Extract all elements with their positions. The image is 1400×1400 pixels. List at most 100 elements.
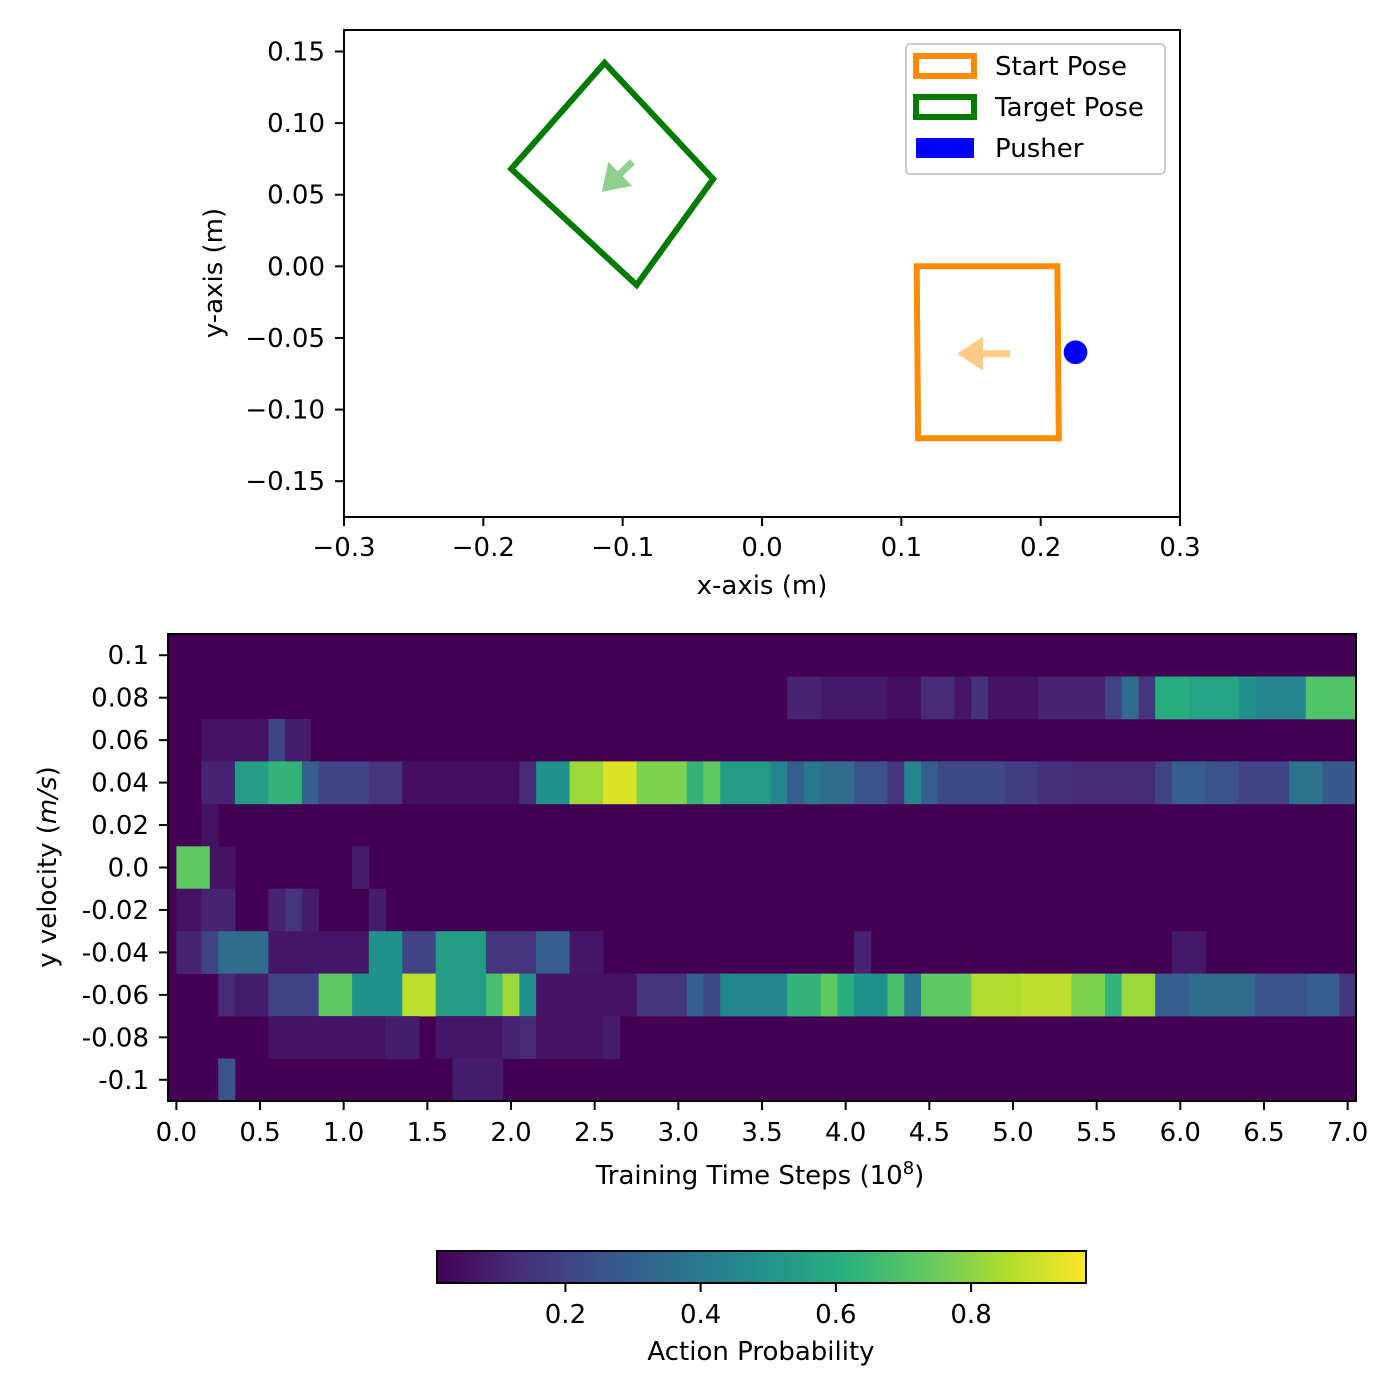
target-pose-outline (507, 58, 718, 290)
heatmap-cell (854, 931, 872, 974)
heatmap-cell (435, 931, 487, 974)
heatmap-cell (485, 973, 504, 1017)
heatmap-cell (770, 761, 788, 805)
pose-x-tick-label: 0.1 (881, 533, 922, 563)
heatmap-cell (402, 973, 437, 1017)
heatmap-cell (787, 761, 805, 805)
pose-x-axis-title: x-axis (m) (697, 571, 828, 601)
heatmap-cell (519, 761, 537, 805)
heatmap-y-axis-title: y velocity (m/s) (33, 766, 63, 967)
legend-swatch-target-pose (913, 94, 977, 120)
heatmap-cell (720, 973, 788, 1017)
heatmap-cell (1255, 676, 1307, 720)
heatmap-cell (435, 973, 487, 1017)
heatmap-cell (285, 888, 303, 932)
heatmap-x-tick-label: 7.0 (1327, 1118, 1368, 1148)
legend-swatch-start-pose (913, 53, 977, 79)
heatmap-cell (536, 1016, 604, 1059)
heatmap-cell (268, 718, 286, 762)
pose-x-tick-label: 0.0 (741, 533, 782, 563)
heatmap-cell (502, 1016, 520, 1059)
heatmap-x-tick-label: 4.5 (909, 1118, 950, 1148)
heatmap-x-tick-label: 1.0 (323, 1118, 364, 1148)
heatmap-x-tick-label: 4.0 (825, 1118, 866, 1148)
heatmap-cell (234, 761, 269, 805)
heatmap-cell (268, 1016, 386, 1059)
heatmap-cell (201, 888, 236, 932)
heatmap-cell (352, 846, 370, 890)
colorbar-tick-label: 0.8 (950, 1300, 991, 1330)
heatmap-y-tick-label: 0.04 (91, 769, 149, 799)
heatmap-cell (1105, 676, 1123, 720)
colorbar-tick-label: 0.6 (815, 1300, 856, 1330)
colorbar-gradient (437, 1251, 1086, 1283)
heatmap-cell (536, 931, 571, 974)
heatmap-x-tick-label: 3.5 (741, 1118, 782, 1148)
heatmap-cell (854, 761, 888, 805)
heatmap-cell (1238, 676, 1257, 720)
pose-y-tick-label: 0.00 (267, 252, 325, 282)
heatmap-x-axis-title: Training Time Steps (108) (595, 1158, 925, 1191)
pose-x-tick-label: −0.1 (591, 533, 654, 563)
heatmap-cell (1255, 973, 1307, 1017)
pose-y-tick-label: 0.10 (267, 109, 325, 139)
heatmap-cell (904, 973, 922, 1017)
heatmap-cell (1171, 761, 1206, 805)
heatmap-cell (720, 761, 771, 805)
heatmap-cell (820, 973, 838, 1017)
heatmap-cell (201, 803, 219, 847)
heatmap-cell (1155, 973, 1190, 1017)
heatmap-cell (569, 931, 604, 974)
heatmap-cell (921, 676, 955, 720)
heatmap-cell (218, 1058, 236, 1102)
heatmap-cell (937, 761, 1006, 805)
heatmap-y-tick-label: -0.08 (82, 1023, 149, 1053)
heatmap-cell (502, 973, 520, 1017)
heatmap-plot: 0.0 0.5 1.0 1.5 2.0 2.5 3.0 3.5 4.0 4.5 5.0 5.5 6.0 6… (33, 633, 1368, 1191)
heatmap-cell (686, 973, 704, 1017)
pose-plot: −0.3 −0.2 −0.1 0.0 0.1 0.2 0.3 0.15 0.10 0.05 0.0… (199, 29, 1201, 601)
heatmap-cell (703, 761, 721, 805)
heatmap-cell (318, 761, 370, 805)
pose-y-tick-label: −0.15 (245, 467, 325, 497)
heatmap-cell (1138, 676, 1156, 720)
heatmap-cell (201, 761, 236, 805)
pose-y-ticks: 0.15 0.10 0.05 0.00 −0.05 −0.10 −0.15 (245, 37, 344, 497)
heatmap-cell (536, 973, 637, 1017)
heatmap-cell (485, 931, 537, 974)
pose-y-tick-label: −0.10 (245, 396, 325, 426)
heatmap-cell (268, 761, 303, 805)
heatmap-y-tick-label: 0.02 (91, 811, 149, 841)
heatmap-cell (1155, 761, 1173, 805)
heatmap-x-tick-label: 3.0 (658, 1118, 699, 1148)
heatmap-cell (1305, 973, 1340, 1017)
heatmap-cell (268, 888, 286, 932)
colorbar-tick-label: 0.4 (680, 1300, 721, 1330)
heatmap-cell (703, 973, 721, 1017)
heatmap-cell (1071, 761, 1156, 805)
heatmap-y-tick-label: -0.02 (82, 896, 149, 926)
heatmap-x-tick-label: 6.0 (1160, 1118, 1201, 1148)
heatmap-cell (536, 761, 571, 805)
heatmap-cell (402, 931, 437, 974)
legend-swatch-pusher (916, 138, 974, 158)
heatmap-y-tick-label: 0.08 (91, 684, 149, 714)
heatmap-cell (209, 846, 236, 890)
heatmap-cell (787, 676, 822, 720)
heatmap-x-tick-label: 0.0 (156, 1118, 197, 1148)
heatmap-cell (1322, 761, 1357, 805)
pose-x-tick-label: −0.2 (452, 533, 515, 563)
heatmap-cell (435, 1016, 504, 1059)
heatmap-cell (636, 973, 688, 1017)
pose-x-ticks: −0.3 −0.2 −0.1 0.0 0.1 0.2 0.3 (312, 517, 1201, 563)
heatmap-cell (268, 931, 370, 974)
heatmap-cell (218, 931, 269, 974)
heatmap-cell (352, 973, 403, 1017)
heatmap-cell (636, 761, 688, 805)
heatmap-cell (904, 761, 922, 805)
legend-label-target-pose: Target Pose (994, 93, 1144, 123)
pusher-circle (1063, 340, 1088, 365)
legend-label-start-pose: Start Pose (995, 52, 1127, 82)
heatmap-cell (820, 676, 888, 720)
